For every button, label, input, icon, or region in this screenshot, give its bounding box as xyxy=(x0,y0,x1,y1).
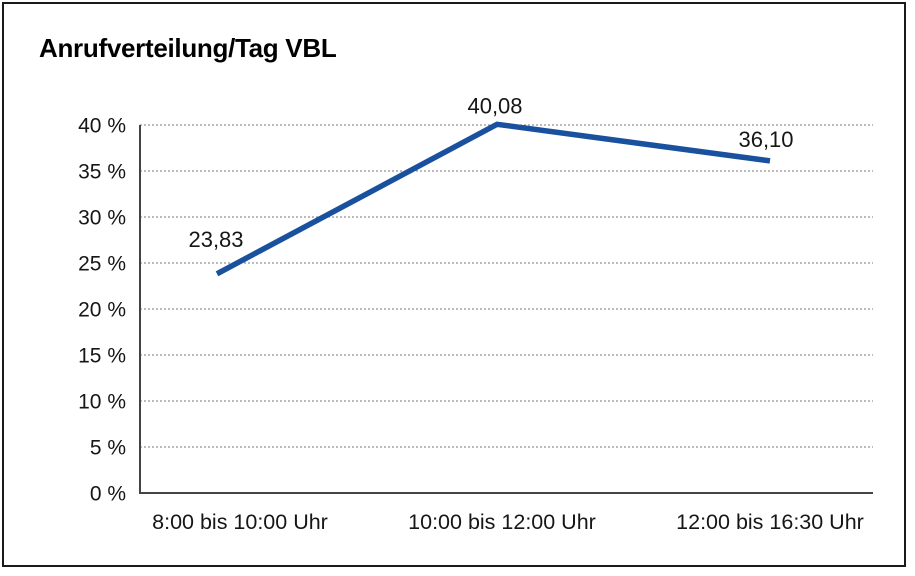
x-category-label-2: 10:00 bis 12:00 Uhr xyxy=(408,510,596,534)
y-tick-label-40: 40 % xyxy=(78,115,126,138)
y-tick-label-15: 15 % xyxy=(78,345,126,368)
y-tick-label-30: 30 % xyxy=(78,207,126,230)
x-category-label-1: 8:00 bis 10:00 Uhr xyxy=(152,510,328,534)
data-point-label-2: 40,08 xyxy=(467,93,522,118)
chart-title: Anrufverteilung/Tag VBL xyxy=(39,33,337,63)
chart-frame-border xyxy=(2,2,906,567)
y-tick-label-25: 25 % xyxy=(78,253,126,276)
x-category-label-3: 12:00 bis 16:30 Uhr xyxy=(676,510,864,534)
y-tick-label-20: 20 % xyxy=(78,299,126,322)
y-tick-label-0: 0 % xyxy=(90,483,126,506)
data-point-label-3: 36,10 xyxy=(738,127,793,152)
y-tick-label-35: 35 % xyxy=(78,161,126,184)
data-point-label-1: 23,83 xyxy=(188,227,243,252)
y-tick-label-5: 5 % xyxy=(90,437,126,460)
y-tick-label-10: 10 % xyxy=(78,391,126,414)
data-line-series xyxy=(215,121,771,277)
